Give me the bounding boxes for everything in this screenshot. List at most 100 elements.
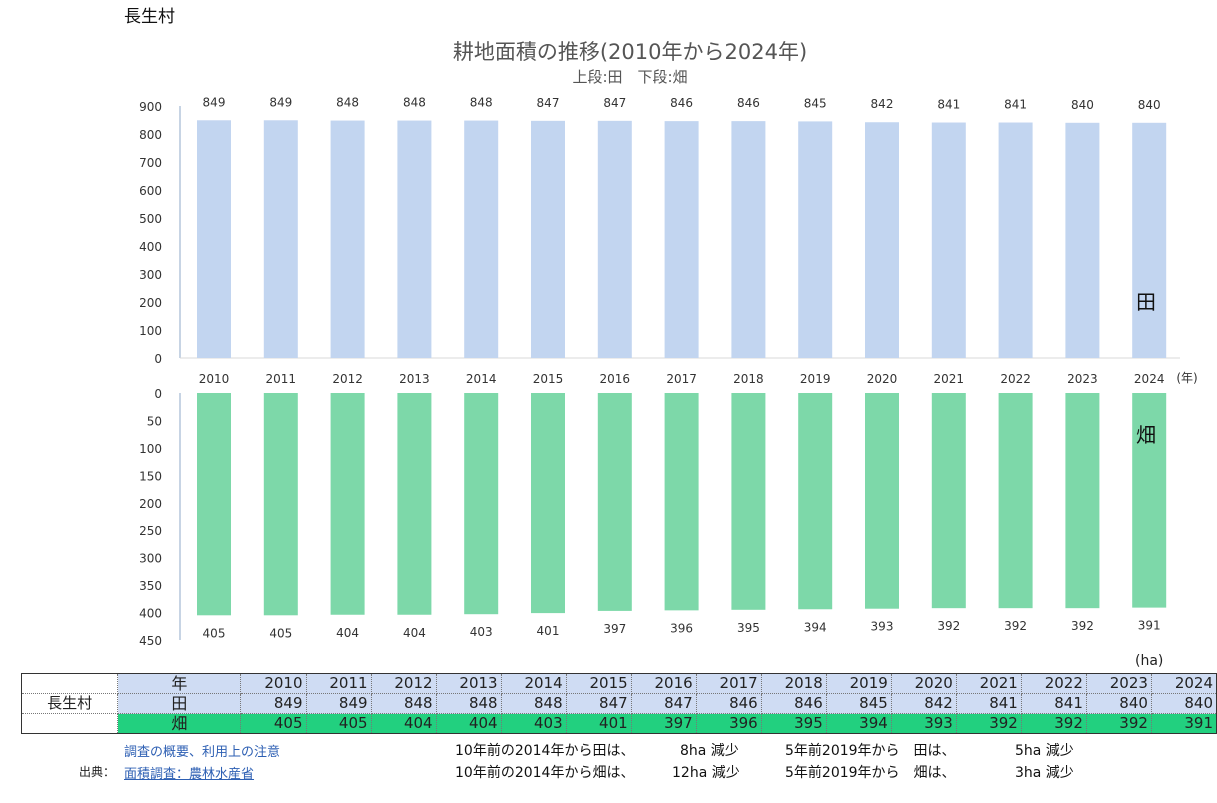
top-y-tick-label: 0 xyxy=(154,352,162,366)
top-y-tick-label: 900 xyxy=(139,100,162,114)
x-tick-label-2022: 2022 xyxy=(1000,372,1031,386)
data-label-paddy-2011: 849 xyxy=(269,95,292,109)
data-label-paddy-2024: 840 xyxy=(1138,98,1161,112)
table-cell-field-2022: 392 xyxy=(1020,713,1087,734)
region-title: 長生村 xyxy=(124,7,175,27)
bar-field-2016 xyxy=(597,393,632,611)
source-link[interactable]: 面積調査：農林水産省 xyxy=(124,767,255,782)
data-label-field-2023: 392 xyxy=(1071,619,1094,633)
bar-paddy-2017 xyxy=(664,121,699,359)
table-cell-year-2010: 2010 xyxy=(240,673,307,694)
table-cell-year-2021: 2021 xyxy=(955,673,1022,694)
x-tick-label-2024: 2024 xyxy=(1134,372,1165,386)
region-name-empty-cell xyxy=(20,713,119,734)
table-cell-paddy-2022: 841 xyxy=(1020,693,1087,714)
region-name-cell: 長生村 xyxy=(20,693,119,714)
summary-field-10y-value: 12ha 減少 xyxy=(672,765,740,781)
x-tick-label-2018: 2018 xyxy=(733,372,764,386)
bottom-y-tick-label: 350 xyxy=(139,579,162,593)
table-cell-paddy-2024: 840 xyxy=(1150,693,1217,714)
paddy-label-cell: 田 xyxy=(117,693,242,714)
table-cell-field-2018: 395 xyxy=(760,713,827,734)
bottom-y-tick-label: 400 xyxy=(139,607,162,621)
table-corner-cell xyxy=(20,673,119,694)
table-cell-year-2019: 2019 xyxy=(825,673,892,694)
table-cell-field-2016: 397 xyxy=(630,713,697,734)
data-label-field-2013: 404 xyxy=(403,626,426,640)
data-label-field-2019: 394 xyxy=(804,620,827,634)
bar-field-2010 xyxy=(197,393,231,616)
table-cell-field-2013: 404 xyxy=(435,713,502,734)
data-label-paddy-2010: 849 xyxy=(203,95,226,109)
table-cell-paddy-2016: 847 xyxy=(630,693,697,714)
bar-field-2014 xyxy=(464,393,499,615)
data-label-field-2020: 393 xyxy=(871,620,894,634)
table-cell-year-2016: 2016 xyxy=(630,673,697,694)
bar-field-2012 xyxy=(330,393,365,615)
table-cell-paddy-2011: 849 xyxy=(305,693,372,714)
table-cell-year-2014: 2014 xyxy=(500,673,567,694)
summary-paddy-5y: 5年前2019年から 田は、 xyxy=(785,743,956,759)
x-tick-label-2016: 2016 xyxy=(600,372,631,386)
bar-paddy-2018 xyxy=(731,121,766,359)
bar-paddy-2013 xyxy=(397,120,432,358)
table-unit-label: (ha) xyxy=(1135,653,1164,669)
bottom-y-tick-label: 100 xyxy=(139,442,162,456)
summary-paddy-5y-value: 5ha 減少 xyxy=(1015,743,1074,759)
bottom-y-tick-label: 50 xyxy=(147,414,162,428)
data-label-field-2011: 405 xyxy=(269,626,292,640)
top-y-tick-label: 400 xyxy=(139,240,162,254)
source-prefix: 出典： xyxy=(79,765,116,779)
data-label-field-2015: 401 xyxy=(537,624,560,638)
bottom-y-tick-label: 300 xyxy=(139,552,162,566)
series-label-paddy: 田 xyxy=(1136,290,1156,314)
bottom-y-tick-label: 150 xyxy=(139,469,162,483)
x-tick-label-2013: 2013 xyxy=(399,372,430,386)
chart-subtitle: 上段:田 下段:畑 xyxy=(572,68,688,86)
bar-paddy-2016 xyxy=(597,120,632,358)
table-cell-field-2020: 393 xyxy=(890,713,957,734)
table-cell-paddy-2015: 847 xyxy=(565,693,632,714)
bar-paddy-2024 xyxy=(1132,122,1167,358)
table-cell-field-2012: 404 xyxy=(370,713,437,734)
summary-field-5y-value: 3ha 減少 xyxy=(1015,765,1074,781)
top-y-tick-label: 200 xyxy=(139,296,162,310)
table-cell-field-2024: 391 xyxy=(1150,713,1217,734)
table-cell-field-2011: 405 xyxy=(305,713,372,734)
table-cell-year-2023: 2023 xyxy=(1085,673,1152,694)
bar-paddy-2020 xyxy=(865,122,899,359)
data-label-field-2010: 405 xyxy=(203,626,226,640)
top-y-tick-label: 700 xyxy=(139,156,162,170)
bar-field-2011 xyxy=(263,393,298,616)
x-tick-label-2019: 2019 xyxy=(800,372,831,386)
bottom-y-tick-label: 450 xyxy=(139,634,162,648)
table-cell-field-2023: 392 xyxy=(1085,713,1152,734)
bar-field-2023 xyxy=(1065,393,1100,609)
summary-paddy-10y: 10年前の2014年から田は、 xyxy=(455,743,635,759)
x-tick-label-2014: 2014 xyxy=(466,372,497,386)
bar-paddy-2014 xyxy=(464,120,499,358)
bar-paddy-2019 xyxy=(798,121,833,359)
table-cell-paddy-2018: 846 xyxy=(760,693,827,714)
summary-field-5y: 5年前2019年から 畑は、 xyxy=(785,765,956,781)
x-tick-label-2017: 2017 xyxy=(666,372,697,386)
table-cell-year-2011: 2011 xyxy=(305,673,372,694)
table-cell-year-2017: 2017 xyxy=(695,673,762,694)
table-cell-field-2015: 401 xyxy=(565,713,632,734)
bar-paddy-2010 xyxy=(197,120,231,358)
table-cell-field-2017: 396 xyxy=(695,713,762,734)
table-cell-year-2012: 2012 xyxy=(370,673,437,694)
chart-title: 耕地面積の推移(2010年から2024年) xyxy=(452,40,808,64)
top-y-tick-label: 800 xyxy=(139,128,162,142)
data-label-paddy-2015: 847 xyxy=(537,96,560,110)
overview-link[interactable]: 調査の概要、利用上の注意 xyxy=(124,745,281,760)
x-tick-label-2015: 2015 xyxy=(533,372,564,386)
table-cell-year-2018: 2018 xyxy=(760,673,827,694)
data-label-paddy-2012: 848 xyxy=(336,96,359,110)
summary-field-10y: 10年前の2014年から畑は、 xyxy=(455,765,635,781)
table-cell-paddy-2023: 840 xyxy=(1085,693,1152,714)
data-label-field-2016: 397 xyxy=(603,622,626,636)
data-label-field-2014: 403 xyxy=(470,625,493,639)
data-label-paddy-2020: 842 xyxy=(871,97,894,111)
table-cell-field-2019: 394 xyxy=(825,713,892,734)
